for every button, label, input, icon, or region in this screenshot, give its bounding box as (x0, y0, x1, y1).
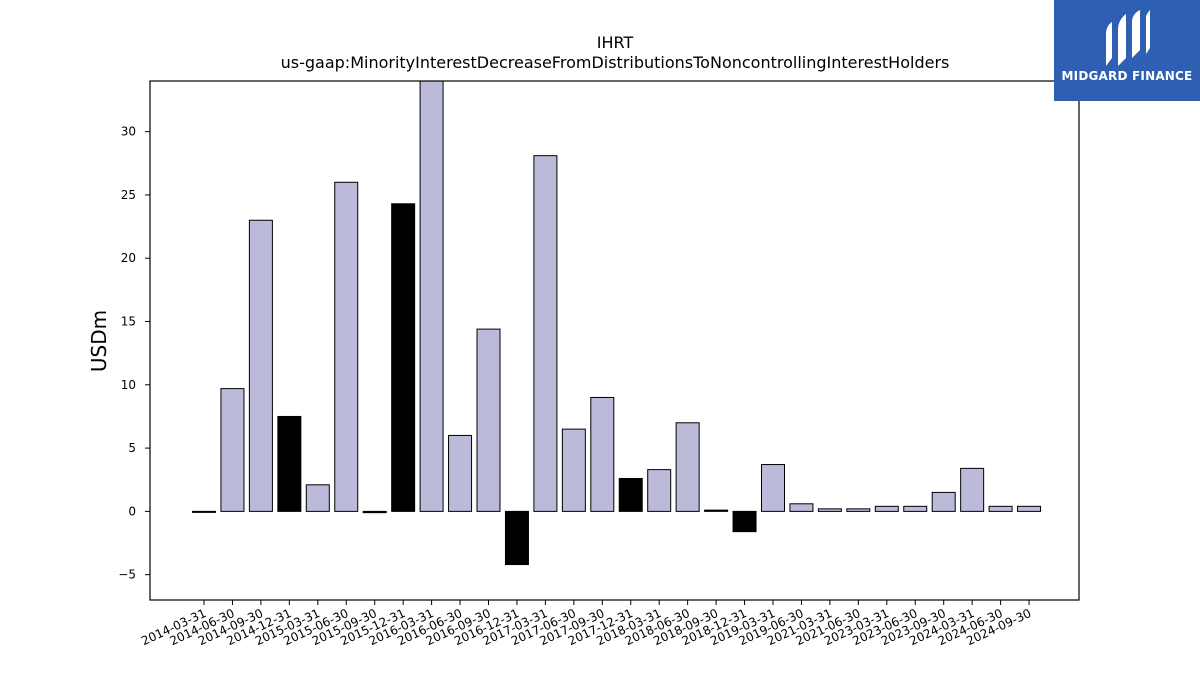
bar-2023-06-30 (903, 505, 928, 512)
bar-2019-03-31 (761, 464, 785, 512)
bar-2017-06-30 (561, 428, 586, 512)
bar-2014-03-31 (192, 510, 216, 513)
y-axis-ticks: −5 0 5 10 15 20 25 30 (118, 125, 150, 582)
chart-title: IHRT (597, 33, 634, 52)
logo-text: MIDGARD FINANCE (1061, 69, 1193, 83)
y-axis-label: USDm (87, 310, 111, 372)
y-tick-label: 25 (121, 188, 136, 202)
bar-2024-03-31 (960, 467, 985, 512)
plot-frame (149, 80, 1080, 601)
bar-2021-03-31 (817, 508, 842, 512)
bar-2023-03-31 (874, 505, 899, 512)
bar-2018-06-30 (675, 422, 700, 512)
y-tick-label: 10 (121, 378, 136, 392)
y-tick-label: −5 (118, 568, 136, 582)
bar-2024-09-30 (1017, 505, 1042, 512)
y-tick-label: 0 (128, 504, 136, 518)
midgard-finance-logo: MIDGARD FINANCE (1054, 0, 1200, 101)
bar-2018-03-31 (647, 469, 672, 512)
y-tick-label: 15 (121, 315, 136, 329)
y-tick-label: 30 (121, 125, 136, 139)
bar-2024-06-30 (988, 505, 1013, 512)
bar-2016-12-31 (504, 510, 529, 566)
logo-mark-icon (1106, 10, 1150, 66)
bar-2017-03-31 (533, 155, 558, 512)
bar-2016-03-31 (419, 80, 444, 512)
y-tick-label: 5 (128, 441, 136, 455)
bar-2015-06-30 (334, 181, 359, 512)
bar-2015-12-31 (391, 203, 416, 512)
bar-2018-12-31 (732, 510, 757, 533)
bar-2014-09-30 (248, 219, 273, 512)
bar-2016-06-30 (448, 434, 473, 512)
bar-2023-09-30 (931, 491, 956, 512)
y-tick-label: 20 (121, 251, 136, 265)
bar-2016-09-30 (476, 328, 501, 512)
x-axis-ticks: 2014-03-312014-06-302014-09-302014-12-31… (139, 600, 1033, 648)
bar-2015-09-30 (362, 510, 387, 514)
bar-2019-06-30 (789, 503, 814, 512)
bar-2018-09-30 (704, 509, 729, 512)
bar-2021-06-30 (846, 508, 871, 512)
bar-2017-09-30 (590, 396, 615, 512)
bars-group (192, 80, 1042, 566)
bar-2014-06-30 (220, 388, 245, 512)
bar-2014-12-31 (277, 415, 302, 512)
bar-2017-12-31 (618, 477, 643, 512)
bar-2015-03-31 (305, 484, 330, 512)
chart-subtitle: us-gaap:MinorityInterestDecreaseFromDist… (281, 53, 950, 72)
